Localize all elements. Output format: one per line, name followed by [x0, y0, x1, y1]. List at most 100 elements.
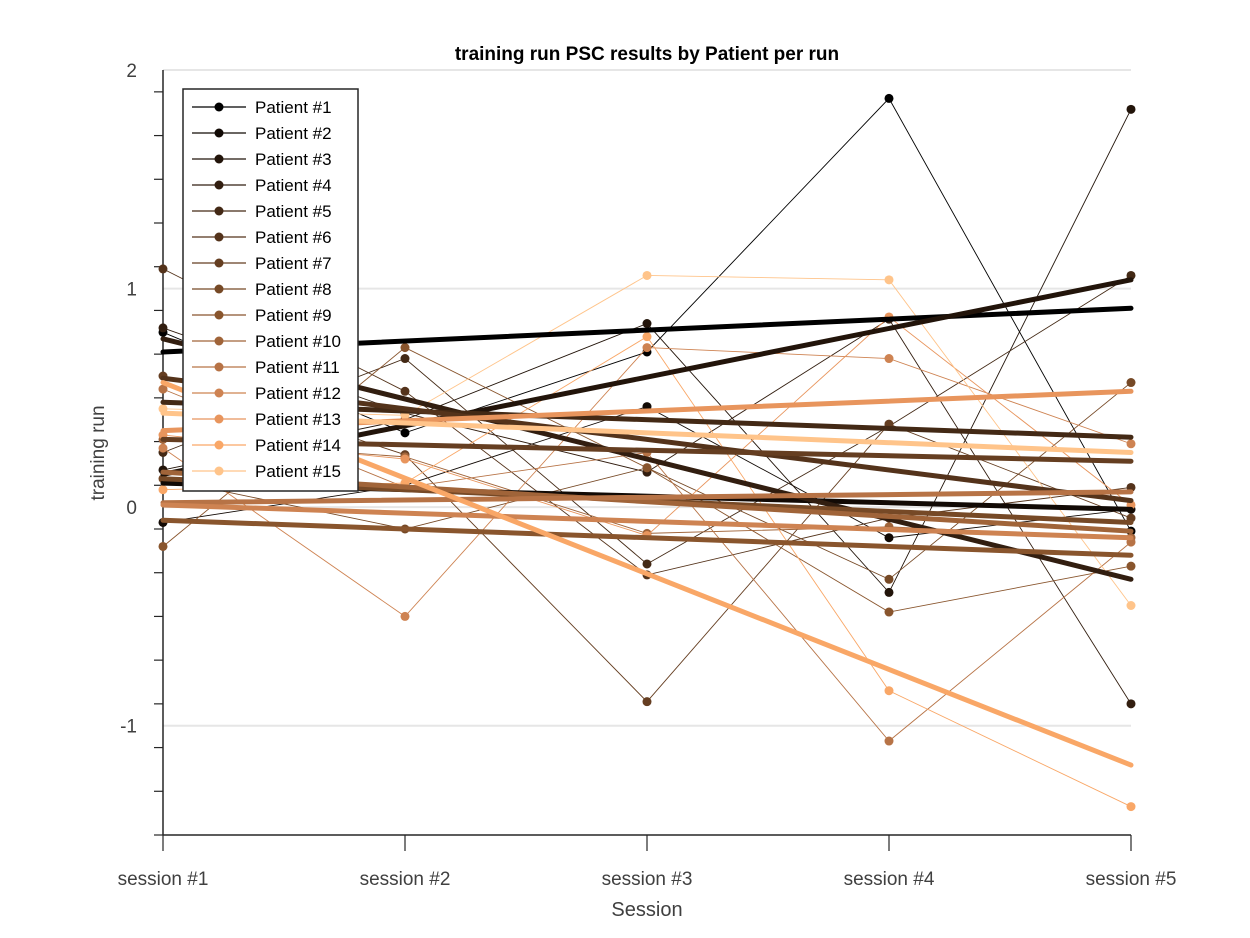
series-12 — [158, 343, 1136, 621]
legend-label: Patient #1 — [255, 98, 332, 117]
legend-label: Patient #4 — [255, 176, 332, 195]
legend-box — [182, 88, 359, 492]
data-point — [642, 697, 652, 707]
y-tick-label: 0 — [126, 498, 137, 519]
data-point — [158, 485, 168, 495]
legend-marker — [214, 284, 224, 294]
data-point — [400, 428, 410, 438]
legend-marker — [214, 310, 224, 320]
data-point — [1126, 439, 1136, 449]
data-point — [400, 343, 410, 353]
x-axis-label: Session — [611, 899, 682, 921]
data-point — [642, 343, 652, 353]
chart-title: training run PSC results by Patient per … — [455, 44, 839, 65]
legend-label: Patient #12 — [255, 384, 341, 403]
legend-item: Patient #7 — [192, 254, 332, 273]
data-point — [642, 559, 652, 569]
data-point — [158, 541, 168, 551]
data-point — [1126, 561, 1136, 571]
trend-line — [160, 489, 1134, 506]
legend-item: Patient #2 — [192, 124, 332, 143]
data-point — [158, 323, 168, 333]
legend-item: Patient #5 — [192, 202, 332, 221]
legend-label: Patient #8 — [255, 280, 332, 299]
data-point — [400, 454, 410, 464]
data-point — [884, 607, 894, 617]
data-point — [1126, 601, 1136, 610]
legend-marker — [214, 128, 224, 138]
trend-line — [160, 517, 1134, 558]
legend-item: Patient #9 — [192, 306, 332, 325]
legend-label: Patient #9 — [255, 306, 332, 325]
data-point — [400, 386, 410, 396]
legend-item: Patient #14 — [192, 436, 341, 455]
legend-marker — [214, 102, 224, 112]
x-tick-label: session #1 — [118, 869, 209, 890]
data-point — [884, 574, 894, 584]
data-point — [642, 319, 652, 329]
data-point — [884, 93, 894, 103]
data-point — [158, 384, 168, 394]
legend-marker — [214, 232, 224, 242]
legend-marker — [214, 414, 224, 424]
legend-marker — [214, 466, 224, 476]
legend-marker — [214, 180, 224, 190]
data-point — [884, 275, 894, 285]
data-point — [1126, 802, 1136, 812]
y-tick-label: -1 — [120, 717, 137, 738]
legend-marker — [214, 362, 224, 372]
x-tick-label: session #4 — [844, 869, 935, 890]
data-point — [1126, 104, 1136, 114]
data-point — [158, 264, 168, 274]
data-point — [642, 270, 652, 280]
data-point — [1126, 270, 1136, 280]
data-point — [884, 533, 894, 543]
legend-item: Patient #4 — [192, 176, 332, 195]
legend-item: Patient #11 — [192, 358, 340, 377]
legend: Patient #1 Patient #2 Patient #3 Patient #4… — [182, 88, 359, 492]
data-point — [158, 443, 168, 453]
legend-label: Patient #7 — [255, 254, 332, 273]
legend-label: Patient #3 — [255, 150, 332, 169]
legend-item: Patient #1 — [192, 98, 332, 117]
legend-marker — [214, 440, 224, 450]
legend-marker — [214, 154, 224, 164]
data-point — [884, 736, 894, 746]
legend-label: Patient #11 — [255, 358, 340, 377]
legend-item: Patient #10 — [192, 332, 341, 351]
data-point — [642, 332, 652, 342]
trend-line — [160, 502, 1134, 541]
series-group — [158, 93, 1136, 812]
legend-marker — [214, 388, 224, 398]
legend-label: Patient #6 — [255, 228, 332, 247]
legend-label: Patient #15 — [255, 462, 341, 481]
legend-item: Patient #3 — [192, 150, 332, 169]
data-point — [400, 354, 410, 364]
x-tick-label: session #3 — [602, 869, 693, 890]
legend-marker — [214, 336, 224, 346]
y-tick-label: 2 — [126, 61, 137, 82]
legend-item: Patient #13 — [192, 410, 341, 429]
legend-marker — [214, 206, 224, 216]
data-point — [400, 611, 410, 621]
data-point — [884, 587, 894, 597]
legend-item: Patient #6 — [192, 228, 332, 247]
data-point — [884, 686, 894, 696]
data-point — [1126, 378, 1136, 388]
data-point — [642, 463, 652, 473]
legend-label: Patient #13 — [255, 410, 341, 429]
legend-label: Patient #2 — [255, 124, 332, 143]
legend-label: Patient #10 — [255, 332, 341, 351]
x-tick-label: session #5 — [1086, 869, 1177, 890]
legend-label: Patient #14 — [255, 436, 341, 455]
legend-item: Patient #15 — [192, 462, 341, 481]
legend-marker — [214, 258, 224, 268]
data-point — [1126, 699, 1136, 709]
data-point — [884, 354, 894, 364]
legend-label: Patient #5 — [255, 202, 332, 221]
y-tick-label: 1 — [126, 280, 137, 301]
y-axis-label: training run — [88, 405, 109, 500]
x-tick-label: session #2 — [360, 869, 451, 890]
legend-item: Patient #12 — [192, 384, 341, 403]
